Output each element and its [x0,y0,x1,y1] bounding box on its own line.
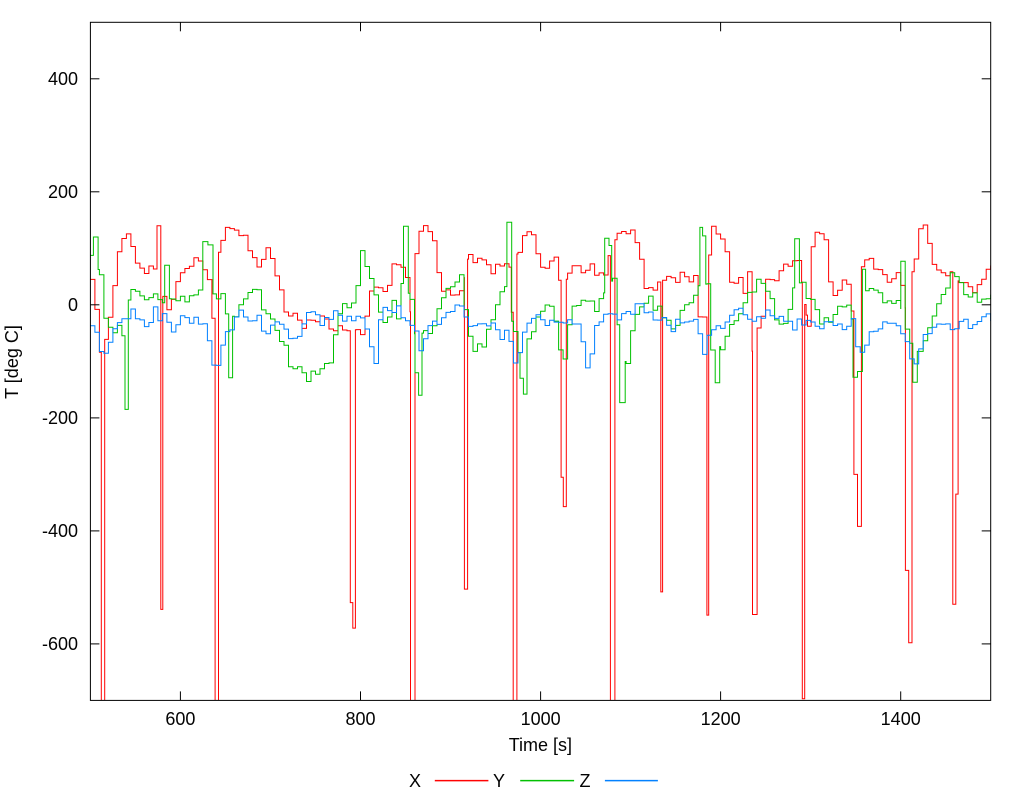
svg-text:1400: 1400 [881,709,921,729]
svg-text:X: X [409,771,421,791]
svg-text:Z: Z [580,771,591,791]
svg-text:-400: -400 [42,521,78,541]
svg-text:-200: -200 [42,408,78,428]
svg-text:400: 400 [48,69,78,89]
svg-text:Y: Y [493,771,505,791]
svg-text:600: 600 [165,709,195,729]
svg-text:200: 200 [48,182,78,202]
svg-text:-600: -600 [42,634,78,654]
svg-text:Time [s]: Time [s] [509,735,572,755]
svg-text:800: 800 [345,709,375,729]
svg-text:1200: 1200 [701,709,741,729]
svg-text:1000: 1000 [521,709,561,729]
svg-text:0: 0 [68,295,78,315]
svg-text:T [deg C]: T [deg C] [2,325,22,399]
